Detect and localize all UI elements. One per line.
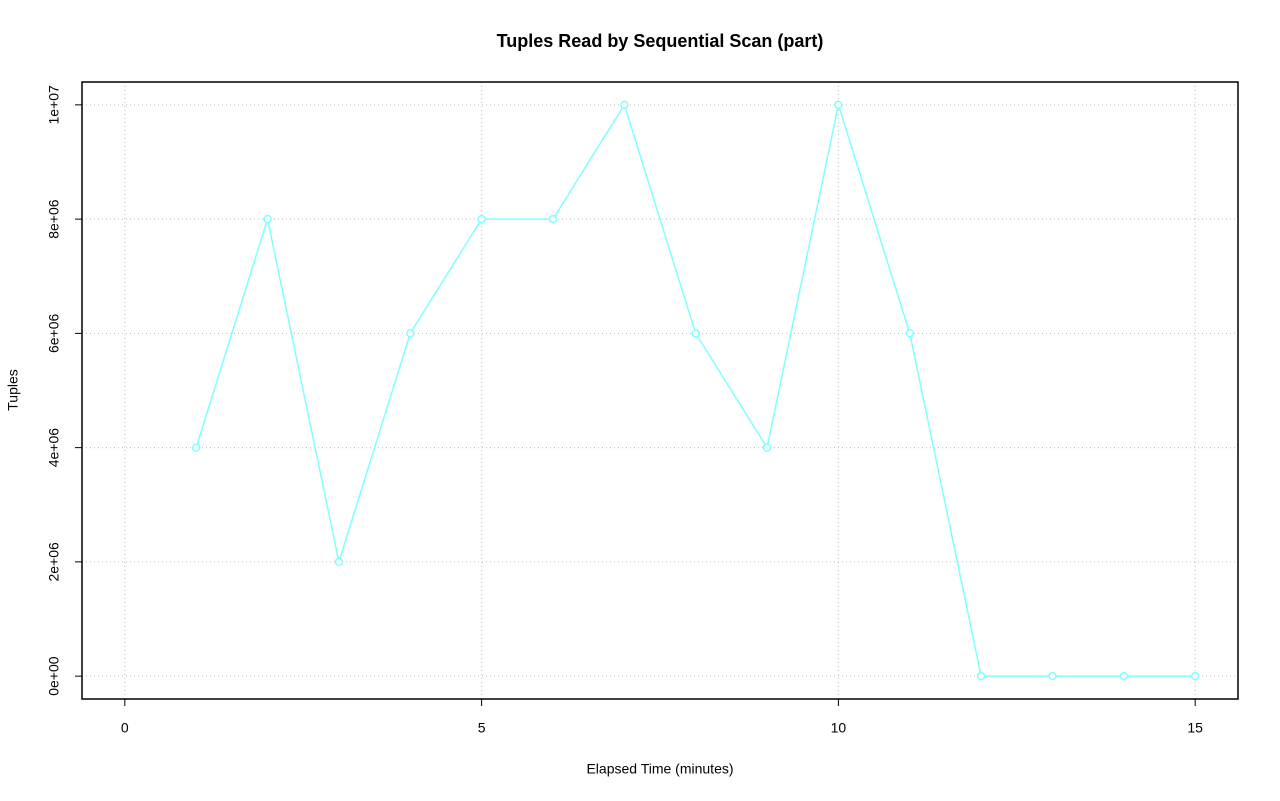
y-tick-label: 8e+06 [46,199,62,239]
x-tick-label: 10 [831,720,847,736]
y-axis-label: Tuples [5,369,21,411]
data-point [691,329,700,338]
data-point [1190,671,1200,681]
y-tick-label: 1e+07 [46,85,62,125]
data-point [834,100,843,110]
y-tick-label: 0e+00 [46,656,62,696]
data-point [762,443,772,452]
data-line [195,101,1196,677]
data-point [1048,671,1057,681]
data-point [620,100,629,110]
data-point [548,214,558,224]
x-tick-label: 15 [1187,720,1203,736]
y-tick-label: 2e+06 [46,542,62,582]
y-tick-label: 6e+06 [46,314,62,354]
data-point [263,214,272,224]
y-tick-label: 4e+06 [46,428,62,468]
data-point [405,329,415,338]
data-point [191,443,201,452]
data-point [1119,671,1129,681]
x-tick-label: 5 [478,720,486,736]
plot-frame [81,81,1239,700]
chart-title: Tuples Read by Sequential Scan (part) [497,31,824,51]
data-point [477,214,486,224]
data-point [905,329,915,338]
x-tick-label: 0 [121,720,129,736]
data-point [976,671,986,681]
x-axis-label: Elapsed Time (minutes) [586,761,733,777]
data-point [334,557,344,567]
